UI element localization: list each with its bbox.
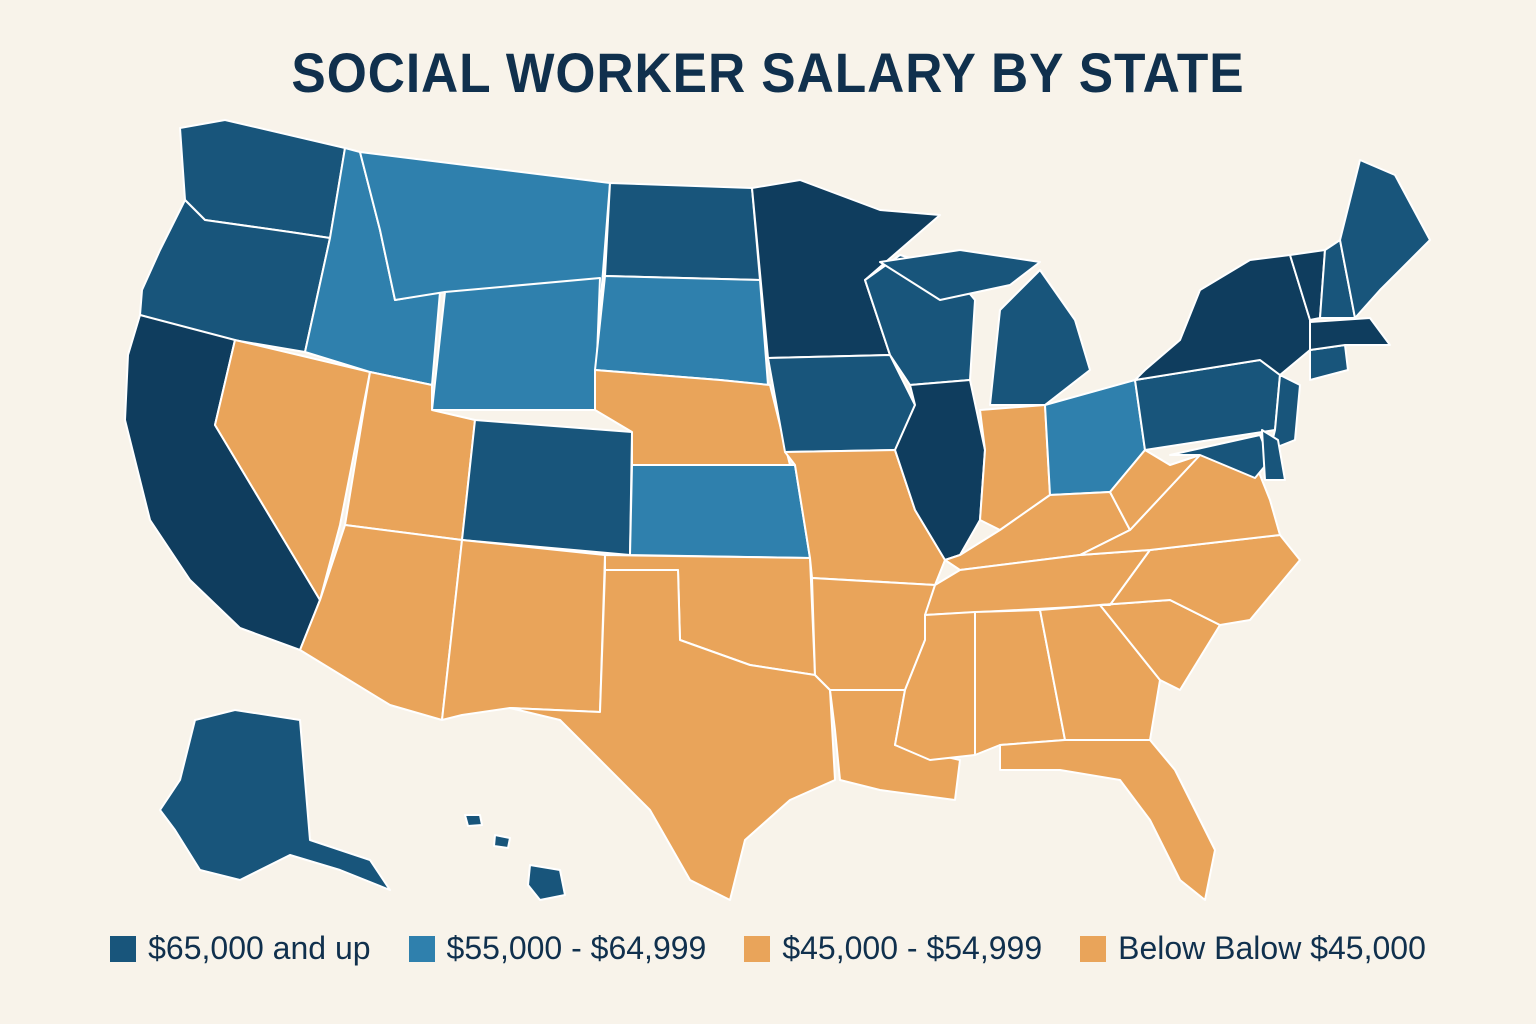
legend-swatch [408, 935, 435, 962]
state-WV[interactable] [1109, 449, 1201, 531]
legend-swatch [744, 935, 771, 962]
state-SD[interactable] [594, 275, 769, 386]
state-HI[interactable] [464, 814, 566, 901]
state-ME[interactable] [1339, 159, 1431, 319]
state-OR[interactable] [139, 199, 331, 353]
legend-item: $65,000 and up [110, 930, 371, 967]
legend-label: $65,000 and up [148, 930, 371, 966]
state-AK[interactable] [159, 709, 391, 891]
legend-item: $55,000 - $64,999 [408, 930, 707, 967]
state-ND[interactable] [604, 182, 761, 281]
state-FL[interactable] [999, 739, 1216, 901]
state-CT[interactable] [1309, 344, 1349, 381]
state-GA[interactable] [1039, 604, 1161, 741]
state-TX[interactable] [509, 569, 836, 901]
state-NY[interactable] [1134, 254, 1311, 381]
legend-label: Below Balow $45,000 [1118, 930, 1426, 966]
state-MI[interactable] [879, 249, 1091, 406]
legend-label: $45,000 - $54,999 [782, 930, 1043, 966]
map-title: SOCIAL WORKER SALARY BY STATE [291, 41, 1245, 104]
state-NV[interactable] [214, 339, 371, 601]
state-DE[interactable] [1261, 429, 1286, 481]
state-IA[interactable] [767, 354, 916, 453]
state-NM[interactable] [441, 539, 606, 721]
state-MA[interactable] [1309, 317, 1391, 351]
legend-item: Below Balow $45,000 [1080, 930, 1426, 967]
state-WY[interactable] [431, 277, 601, 411]
state-MD[interactable] [1169, 434, 1271, 479]
state-NJ[interactable] [1269, 374, 1301, 451]
legend-swatch [110, 935, 137, 962]
legend: $65,000 and up $55,000 - $64,999 $45,000 -… [0, 930, 1536, 967]
legend-item: $45,000 - $54,999 [744, 930, 1042, 967]
state-CO[interactable] [461, 419, 633, 556]
legend-label: $55,000 - $64,999 [446, 930, 707, 966]
state-KS[interactable] [629, 464, 811, 559]
legend-swatch [1080, 935, 1107, 962]
